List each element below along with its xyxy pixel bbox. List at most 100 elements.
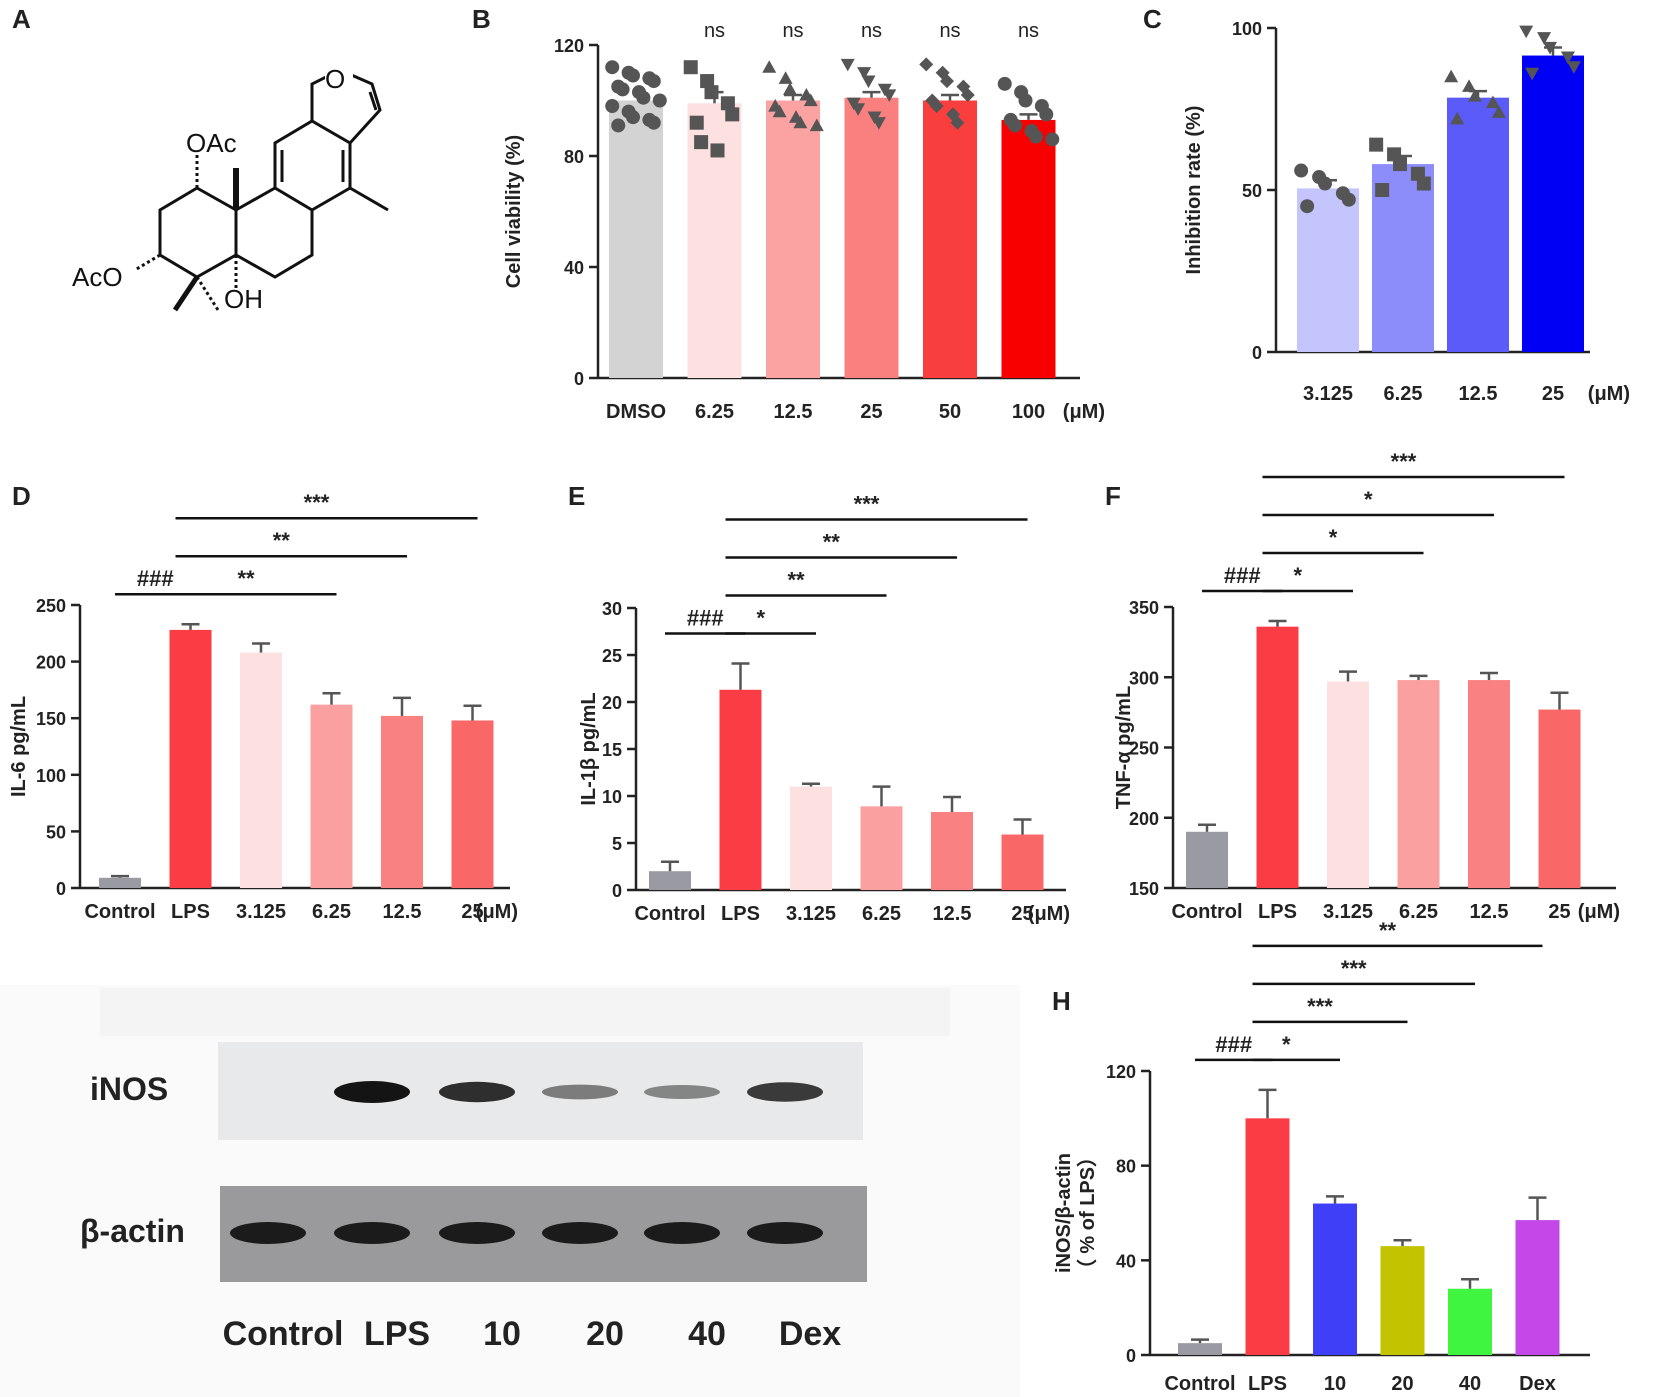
furan-bond — [310, 68, 382, 145]
x-tick-label: 3.125 — [1303, 383, 1353, 405]
data-point — [840, 58, 855, 72]
data-point — [1008, 118, 1023, 133]
x-unit-label: (μM) — [1063, 401, 1105, 423]
x-tick-label: 6.25 — [1384, 383, 1423, 405]
significance-ns: ns — [861, 20, 882, 42]
atom-label-oh: OH — [224, 284, 263, 314]
data-point — [1485, 95, 1500, 109]
x-tick-label: 12.5 — [1470, 901, 1509, 923]
data-point — [1294, 163, 1309, 178]
blot-top-strip — [100, 988, 950, 1036]
y-tick-label: 300 — [1129, 668, 1159, 688]
x-tick-label: 100 — [1012, 401, 1045, 423]
significance-label: ### — [1224, 563, 1261, 588]
data-point — [1039, 107, 1054, 122]
x-tick-label: DMSO — [606, 401, 666, 423]
ring-b-bond — [235, 186, 314, 279]
bar — [931, 811, 973, 890]
x-tick-label: 20 — [1391, 1373, 1413, 1395]
actin-band — [230, 1222, 306, 1244]
data-point — [762, 60, 777, 73]
panel-label-a: A — [12, 4, 31, 34]
y-tick-label: 100 — [1232, 19, 1262, 39]
data-point — [689, 115, 704, 130]
data-point — [809, 118, 824, 132]
data-point — [1519, 25, 1534, 39]
data-point — [710, 143, 725, 158]
y-tick-label: 80 — [1116, 1157, 1136, 1177]
bar — [766, 100, 820, 378]
data-point — [615, 82, 630, 97]
bar — [1186, 831, 1228, 888]
y-tick-label: 0 — [612, 881, 622, 901]
data-point — [871, 117, 886, 130]
x-tick-label: LPS — [721, 903, 760, 925]
data-point — [882, 89, 897, 102]
panel-label-f: F — [1105, 481, 1121, 511]
data-point — [704, 85, 719, 100]
data-point — [919, 57, 934, 72]
y-axis-title: Cell viability (%) — [503, 135, 525, 288]
y-tick-label: 150 — [36, 709, 66, 729]
bar — [1313, 1203, 1357, 1355]
chart-cell-viability: 0 40 80 120 Cell viability (%) DMSO ns 6.25 ns 12… — [503, 20, 1105, 423]
data-point — [646, 74, 661, 89]
blot-lane-label: 20 — [586, 1315, 624, 1353]
x-tick-label: 3.125 — [236, 901, 286, 923]
bar — [719, 689, 762, 890]
y-tick-label: 40 — [564, 258, 584, 278]
inos-band — [644, 1085, 720, 1099]
significance-label: ### — [687, 605, 724, 630]
y-tick-label: 200 — [1129, 809, 1159, 829]
significance-label: ** — [273, 528, 291, 553]
bar — [310, 704, 353, 888]
chart-tnfa: 150 200 250 300 350 TNF-α pg/mL Control LPS 3.12… — [1113, 449, 1620, 923]
y-tick-label: 120 — [554, 36, 584, 56]
data-point — [1468, 89, 1482, 102]
data-point — [626, 110, 640, 125]
blot-lane-label: LPS — [364, 1315, 430, 1353]
x-tick-label: 12.5 — [383, 901, 422, 923]
western-blot: iNOS β-actin Control LPS 10 20 40 Dex — [0, 985, 1020, 1397]
y-tick-label: 0 — [56, 879, 66, 899]
y-tick-label: 200 — [36, 653, 66, 673]
chart-inos-ratio: 0 40 80 120 iNOS/β-actin （ % of LPS） Control LP… — [1053, 918, 1590, 1395]
bar — [1380, 1246, 1425, 1355]
significance-label: * — [1329, 525, 1338, 550]
x-tick-label: Control — [634, 903, 705, 925]
y-tick-label: 250 — [36, 596, 66, 616]
data-point — [861, 75, 876, 89]
significance-label: * — [1364, 487, 1373, 512]
ring-c-bond — [273, 119, 352, 212]
significance-label: *** — [1307, 994, 1333, 1019]
bar — [1522, 55, 1584, 352]
data-point — [725, 107, 740, 122]
x-tick-label: 12.5 — [774, 401, 813, 423]
data-point — [626, 68, 640, 83]
chart-il6: 0 50 100 150 200 250 IL-6 pg/mL Control LPS 3.125… — [8, 490, 518, 923]
bar — [169, 629, 212, 888]
y-axis-title: IL-1β pg/mL — [578, 692, 600, 805]
y-axis-title: IL-6 pg/mL — [8, 696, 30, 797]
y-tick-label: 10 — [602, 787, 622, 807]
bar — [844, 97, 899, 378]
inos-band — [747, 1082, 823, 1102]
ring-a-bond — [158, 186, 238, 279]
atom-label-oac: OAc — [186, 128, 237, 158]
gem-methyl-bond-2 — [195, 276, 220, 311]
data-point — [700, 74, 715, 89]
x-tick-label: 10 — [1324, 1373, 1346, 1395]
bar — [649, 871, 691, 890]
significance-label: *** — [854, 491, 880, 516]
bar — [1001, 119, 1056, 379]
bar — [1468, 680, 1510, 888]
x-tick-label: Control — [1164, 1373, 1235, 1395]
y-tick-label: 250 — [1129, 739, 1159, 759]
data-point — [1525, 67, 1540, 81]
bar — [240, 652, 282, 888]
significance-label: ** — [237, 566, 255, 591]
x-unit-label: (μM) — [1588, 383, 1630, 405]
y-tick-label: 5 — [612, 834, 622, 854]
bar — [1538, 709, 1581, 888]
